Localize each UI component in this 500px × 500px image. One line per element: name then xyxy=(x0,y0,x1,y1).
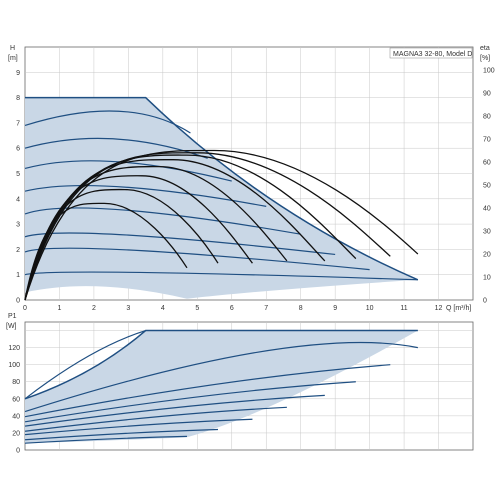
eta-axis-label: eta xyxy=(480,45,490,52)
h-axis-label: H xyxy=(10,45,15,52)
head-curve xyxy=(24,271,418,281)
efficiency-curve xyxy=(24,149,419,301)
h-tick-label: 4 xyxy=(16,196,20,203)
q-tick-label: 12 xyxy=(435,305,443,312)
p1-tick-label: 0 xyxy=(16,448,20,455)
p1-tick-label: 60 xyxy=(12,396,20,403)
eta-tick-label: 50 xyxy=(483,183,491,190)
chart-title: MAGNA3 32-80, Model D xyxy=(393,51,472,58)
power-curve xyxy=(24,364,391,418)
head-curve xyxy=(24,160,232,182)
efficiency-curve xyxy=(24,154,357,301)
h-tick-label: 2 xyxy=(16,247,20,254)
eta-tick-label: 70 xyxy=(483,137,491,144)
p1-axis-label: P1 xyxy=(8,313,17,320)
power-max-curve xyxy=(24,329,418,400)
power-operating-area xyxy=(25,330,418,444)
q-axis-label: Q [m³/h] xyxy=(446,305,471,312)
power-plot-frame xyxy=(24,321,474,451)
h-tick-label: 5 xyxy=(16,171,20,178)
power-curve xyxy=(24,329,146,400)
p1-tick-label: 20 xyxy=(12,430,20,437)
h-tick-label: 0 xyxy=(16,298,20,305)
q-tick-label: 5 xyxy=(195,305,199,312)
q-tick-label: 7 xyxy=(264,305,268,312)
power-curve xyxy=(24,406,287,432)
head-curve xyxy=(24,207,301,235)
p1-axis-unit: [W] xyxy=(6,323,17,330)
power-curves xyxy=(24,329,418,444)
eta-tick-label: 30 xyxy=(483,229,491,236)
efficiency-curves xyxy=(24,149,419,301)
h-axis-unit: [m] xyxy=(8,55,18,62)
eta-axis-unit: [%] xyxy=(480,55,490,62)
head-curve xyxy=(24,232,336,256)
head-max-curve xyxy=(25,96,419,281)
q-tick-label: 11 xyxy=(400,305,407,312)
power-panel: 0 20 40 60 80 100 120 P1 [W] xyxy=(6,313,474,455)
head-curve xyxy=(24,110,191,134)
p1-tick-label: 80 xyxy=(12,379,20,386)
p1-tick-label: 100 xyxy=(8,362,20,369)
eta-tick-label: 80 xyxy=(483,114,491,121)
q-tick-label: 4 xyxy=(161,305,165,312)
h-tick-label: 8 xyxy=(16,95,20,102)
p1-tick-label: 120 xyxy=(8,345,20,352)
q-tick-label: 8 xyxy=(299,305,303,312)
q-tick-label: 3 xyxy=(126,305,130,312)
efficiency-curve xyxy=(24,152,391,301)
power-curve xyxy=(24,341,418,413)
q-tick-label: 9 xyxy=(333,305,337,312)
q-tick-label: 2 xyxy=(92,305,96,312)
q-tick-label: 10 xyxy=(366,305,374,312)
efficiency-curve xyxy=(24,159,326,301)
power-curve xyxy=(24,381,356,423)
h-tick-label: 3 xyxy=(16,222,20,229)
h-axis-ticks: 0 1 2 3 4 5 6 7 8 9 xyxy=(16,70,20,305)
q-axis-ticks: 0 1 2 3 4 5 6 7 8 9 10 11 12 xyxy=(23,305,442,312)
power-curve xyxy=(24,428,219,441)
h-tick-label: 1 xyxy=(16,272,20,279)
eta-tick-label: 10 xyxy=(483,275,491,282)
q-tick-label: 0 xyxy=(23,305,27,312)
h-tick-label: 9 xyxy=(16,70,20,77)
power-curve xyxy=(24,418,253,436)
eta-tick-label: 100 xyxy=(483,68,495,75)
h-tick-label: 6 xyxy=(16,146,20,153)
eta-axis-ticks: 0 10 20 30 40 50 60 70 80 90 100 xyxy=(483,68,495,305)
p1-axis-ticks: 0 20 40 60 80 100 120 xyxy=(8,345,20,454)
eta-tick-label: 0 xyxy=(483,298,487,305)
p1-tick-label: 40 xyxy=(12,413,20,420)
eta-tick-label: 20 xyxy=(483,252,491,259)
eta-tick-label: 40 xyxy=(483,206,491,213)
q-tick-label: 6 xyxy=(230,305,234,312)
h-tick-label: 7 xyxy=(16,120,20,127)
title-box xyxy=(389,47,473,59)
eta-tick-label: 60 xyxy=(483,160,491,167)
power-curve xyxy=(24,435,187,444)
power-curve xyxy=(24,394,325,427)
head-curve xyxy=(24,185,267,207)
eta-tick-label: 90 xyxy=(483,91,491,98)
q-tick-label: 1 xyxy=(58,305,62,312)
